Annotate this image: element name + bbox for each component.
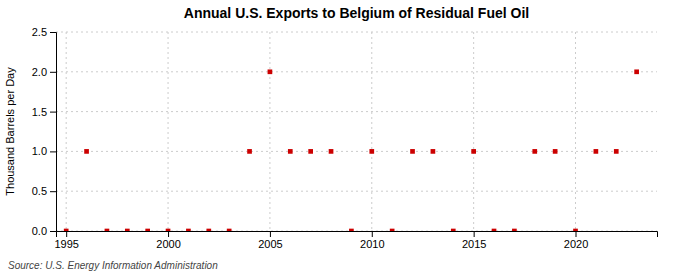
grid-line bbox=[371, 32, 372, 231]
point bbox=[471, 149, 476, 154]
point bbox=[105, 229, 110, 231]
tick-mark bbox=[66, 231, 67, 237]
grid bbox=[56, 32, 657, 231]
point bbox=[268, 69, 273, 74]
point bbox=[84, 149, 89, 154]
title: Annual U.S. Exports to Belgium of Residu… bbox=[184, 5, 529, 21]
point bbox=[186, 229, 191, 231]
tick-label: 2010 bbox=[360, 238, 384, 250]
axis-line bbox=[50, 33, 57, 232]
chart: 1995 2000 2005 2010 2015 2020 0.0 0.5 1.0 1.5 2.0 2… bbox=[0, 0, 675, 275]
tick-mark bbox=[50, 112, 56, 113]
tick-label: 1.5 bbox=[32, 106, 47, 118]
tick: 2000 bbox=[156, 231, 180, 250]
grid-line bbox=[168, 32, 169, 231]
x-axis: 1995 2000 2005 2010 2015 2020 bbox=[54, 231, 657, 250]
point bbox=[451, 229, 456, 231]
grid-line bbox=[66, 32, 67, 231]
tick: 1995 bbox=[54, 231, 78, 250]
tick-mark bbox=[50, 191, 56, 192]
point bbox=[431, 149, 436, 154]
point bbox=[247, 149, 252, 154]
tick: 0.5 bbox=[32, 185, 56, 197]
point bbox=[634, 69, 639, 74]
tick-label: 2020 bbox=[564, 238, 588, 250]
point bbox=[227, 229, 232, 231]
tick: 1.0 bbox=[32, 145, 56, 157]
axis-line bbox=[57, 232, 658, 238]
tick-mark bbox=[372, 231, 373, 237]
point bbox=[145, 229, 150, 231]
tick: 2020 bbox=[564, 231, 588, 250]
tick-label: 2005 bbox=[258, 238, 282, 250]
tick-mark bbox=[50, 151, 56, 152]
point bbox=[64, 229, 69, 231]
y-axis-label: Thousand Barrels per Day bbox=[4, 67, 16, 196]
point bbox=[369, 149, 374, 154]
point bbox=[125, 229, 130, 231]
point bbox=[594, 149, 599, 154]
point bbox=[288, 149, 293, 154]
tick-label: 0.0 bbox=[32, 225, 47, 237]
tick-label: 2000 bbox=[156, 238, 180, 250]
point bbox=[166, 229, 171, 231]
tick: 2010 bbox=[360, 231, 384, 250]
points bbox=[64, 69, 639, 231]
tick-mark bbox=[50, 32, 56, 33]
tick: 1.5 bbox=[32, 106, 56, 118]
y-axis: 0.0 0.5 1.0 1.5 2.0 2.5 bbox=[32, 26, 57, 237]
tick-mark bbox=[50, 231, 56, 232]
point bbox=[206, 229, 211, 231]
tick-mark bbox=[168, 231, 169, 237]
point bbox=[553, 149, 558, 154]
tick-label: 2.0 bbox=[32, 66, 47, 78]
tick-label: 1.0 bbox=[32, 145, 47, 157]
grid-line bbox=[56, 71, 657, 72]
tick: 0.0 bbox=[32, 225, 56, 237]
grid-line bbox=[56, 32, 657, 33]
tick-mark bbox=[576, 231, 577, 237]
point bbox=[573, 229, 578, 231]
tick: 2.0 bbox=[32, 66, 56, 78]
grid-line bbox=[56, 151, 657, 152]
point bbox=[308, 149, 313, 154]
point bbox=[329, 149, 334, 154]
point bbox=[349, 229, 354, 231]
point bbox=[492, 229, 497, 231]
grid-line bbox=[56, 111, 657, 112]
point bbox=[390, 229, 395, 231]
grid-line bbox=[56, 191, 657, 192]
plot-area: 1995 2000 2005 2010 2015 2020 0.0 0.5 1.0 1.5 2.0 2… bbox=[32, 26, 658, 250]
tick: 2.5 bbox=[32, 26, 56, 38]
point bbox=[532, 149, 537, 154]
source: Source: U.S. Energy Information Administ… bbox=[8, 260, 218, 271]
grid-line bbox=[575, 32, 576, 231]
point bbox=[410, 149, 415, 154]
grid-line bbox=[473, 32, 474, 231]
tick-label: 2015 bbox=[462, 238, 486, 250]
point bbox=[614, 149, 619, 154]
tick-label: 2.5 bbox=[32, 26, 47, 38]
tick-label: 1995 bbox=[54, 238, 78, 250]
grid-line bbox=[269, 32, 270, 231]
tick-mark bbox=[270, 231, 271, 237]
tick: 2005 bbox=[258, 231, 282, 250]
tick-mark bbox=[50, 72, 56, 73]
tick-mark bbox=[474, 231, 475, 237]
tick: 2015 bbox=[462, 231, 486, 250]
point bbox=[512, 229, 517, 231]
tick-label: 0.5 bbox=[32, 185, 47, 197]
